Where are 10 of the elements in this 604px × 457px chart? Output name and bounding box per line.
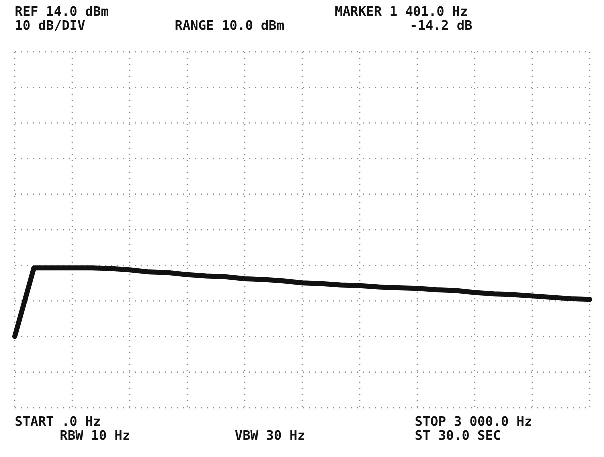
text: VBW 30 Hz (235, 429, 306, 444)
text: MARKER 1 401.0 Hz (335, 5, 468, 20)
text: 10 dB/DIV (15, 19, 86, 34)
text: -14.2 dB (410, 19, 473, 34)
text: RBW 10 Hz (60, 429, 130, 444)
text: REF 14.0 dBm (15, 5, 110, 20)
text: RANGE 10.0 dBm (175, 19, 285, 34)
text: ST 30.0 SEC (415, 429, 502, 444)
text: START .0 Hz (15, 415, 102, 430)
text: STOP 3 000.0 Hz (415, 415, 532, 430)
